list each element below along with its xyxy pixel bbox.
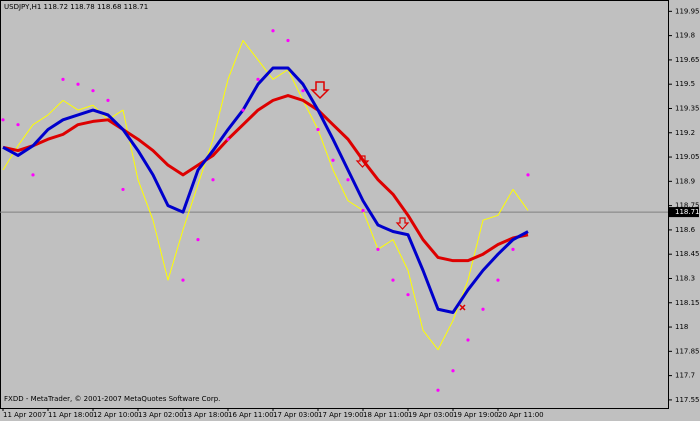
x-tick-label: 13 Apr 02:00 [138,411,184,419]
sar-dot [226,137,230,141]
x-tick-label: 19 Apr 03:00 [408,411,454,419]
sar-dot [256,77,260,81]
series-line [2,66,529,314]
signals [310,81,466,311]
series-line [2,94,529,263]
y-tick-label: 119.65 [675,56,700,64]
sar-dot [481,307,485,311]
sar-dot [181,278,185,282]
x-tick-label: 17 Apr 19:00 [318,411,364,419]
y-tick-label: 119.95 [675,7,700,15]
y-tick-label: 117.85 [675,347,700,355]
y-tick-label: 119.8 [675,32,695,40]
sar-dot [76,82,80,86]
y-tick-label: 118.6 [675,226,696,234]
sar-dot [121,187,125,192]
y-tick-label: 119.2 [675,129,695,137]
x-tick-label: 12 Apr 10:00 [93,411,139,419]
sar-dot [241,108,245,112]
sar-dot [526,173,530,177]
sar-dot [406,293,410,297]
y-tick-label: 118.15 [675,299,700,307]
x-tick-label: 17 Apr 03:00 [273,411,319,419]
sar-dot [16,123,20,127]
sell-arrow [355,155,370,168]
x-tick-label: 13 Apr 18:00 [183,411,229,419]
y-tick-label: 118.75 [675,202,700,210]
sar-dot [346,178,350,182]
y-tick-label: 118 [675,323,688,331]
sar-dot [211,178,215,182]
sar-dot [451,369,455,373]
y-tick-label: 119.05 [675,153,700,161]
chart-title: USDJPY,H1 118.72 118.78 118.68 118.71 [4,3,148,11]
y-tick-label: 117.55 [675,396,700,404]
sar-dot [361,208,365,213]
sar-dot [31,173,35,177]
sar-dot [316,127,320,132]
sar-dot [376,247,380,251]
sar-dot [331,158,335,162]
sar-dot [466,338,470,342]
last-price-box [668,207,699,218]
sar-dot [301,89,305,93]
x-tick-label: 16 Apr 11:00 [228,411,274,419]
footer: FXDD - MetaTrader, © 2001-2007 MetaQuote… [4,395,220,403]
series-line [2,39,529,351]
sar-dot [106,98,110,102]
sar-dot [91,89,95,93]
sar-dot [286,38,290,43]
y-tick-label: 118.3 [675,274,695,282]
y-tick-label: 119.5 [675,80,695,88]
y-tick-label: 118.45 [675,250,700,258]
x-tick-label: 19 Apr 19:00 [453,411,499,419]
x-tick-label: 11 Apr 18:00 [48,411,94,419]
x-tick-label: 11 Apr 2007 [3,411,46,419]
y-tick-label: 117.7 [675,372,695,380]
plot-frame [0,0,669,409]
sar-dot [1,118,5,122]
sar-dot [61,77,65,81]
x-tick-label: 18 Apr 11:00 [363,411,409,419]
last-price-label: 118.71 [675,208,700,216]
sar-dot [511,247,515,251]
sar-dot [196,238,200,242]
x-tick-label: 20 Apr 11:00 [498,411,544,419]
y-tick-label: 118.9 [675,177,695,185]
sell-arrow [395,217,410,230]
sar-dot [436,388,440,392]
sar-dot [271,29,275,33]
sar-dot [496,278,500,282]
sar-dot [391,278,395,282]
exit-mark [459,304,466,311]
sell-arrow [310,81,330,100]
y-tick-label: 119.35 [675,104,700,112]
